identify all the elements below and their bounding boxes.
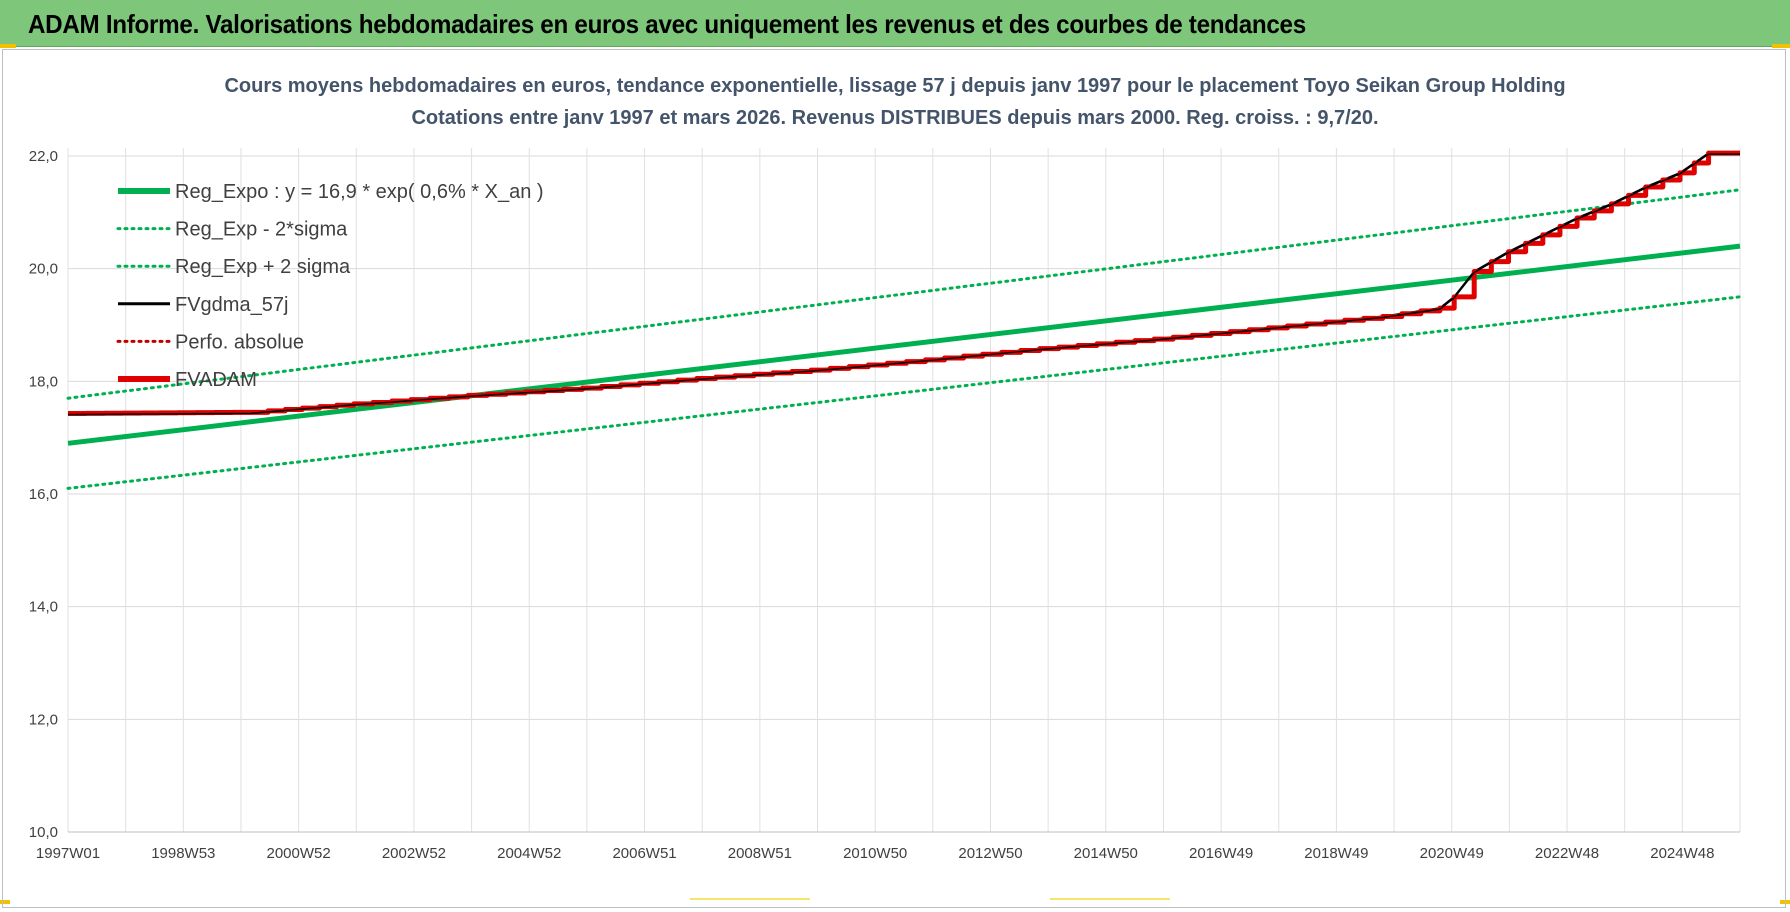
report-title: ADAM Informe. Valorisations hebdomadaire… <box>28 9 1306 39</box>
x-tick-label: 2000W52 <box>267 845 331 862</box>
series-line-0 <box>67 243 1741 446</box>
x-tick-label: 2006W51 <box>612 845 676 862</box>
x-tick-label: 2004W52 <box>497 845 561 862</box>
y-tick-label: 18,0 <box>29 373 58 390</box>
y-tick-label: 20,0 <box>29 261 58 278</box>
x-tick-label: 2022W48 <box>1535 845 1599 862</box>
legend: Reg_Expo : y = 16,9 * exp( 0,6% * X_an )… <box>116 181 544 391</box>
series-line-fvgdma-overlay <box>67 153 1740 416</box>
legend-label-0: Reg_Expo : y = 16,9 * exp( 0,6% * X_an ) <box>175 181 544 203</box>
series-line-5 <box>68 150 1740 416</box>
chart-title: Cours moyens hebdomadaires en euros, ten… <box>224 75 1565 97</box>
x-tick-label: 2010W50 <box>843 845 907 862</box>
chart-frame <box>2 49 1786 908</box>
axes: 10,0 12,0 14,0 16,0 18,0 20,0 22,0 1997W01 1998W… <box>29 148 1740 862</box>
corner-accent-tr <box>1772 44 1790 48</box>
x-tick-label: 2012W50 <box>958 845 1022 862</box>
x-tick-label: 1997W01 <box>36 845 100 862</box>
x-tick-label: 1998W53 <box>151 845 215 862</box>
x-tick-label: 2024W48 <box>1650 845 1714 862</box>
series-line-2 <box>66 188 1742 400</box>
bottom-accent-2 <box>1050 898 1170 900</box>
plot-area <box>66 150 1742 490</box>
x-tick-label: 2018W49 <box>1304 845 1368 862</box>
chart-subtitle: Cotations entre janv 1997 et mars 2026. … <box>411 107 1378 129</box>
legend-label-3: FVgdma_57j <box>175 294 288 316</box>
y-tick-label: 12,0 <box>29 711 58 728</box>
legend-label-5: FVADAM <box>175 369 257 391</box>
x-tick-label: 2016W49 <box>1189 845 1253 862</box>
report-header-banner: ADAM Informe. Valorisations hebdomadaire… <box>0 0 1790 47</box>
bottom-accent-1 <box>690 898 810 900</box>
corner-accent-tl <box>0 44 16 48</box>
grid <box>67 148 1741 833</box>
legend-label-4: Perfo. absolue <box>175 331 304 353</box>
x-tick-label: 2008W51 <box>728 845 792 862</box>
series-line-1 <box>66 295 1742 490</box>
legend-label-1: Reg_Exp - 2*sigma <box>175 219 348 241</box>
y-tick-label: 22,0 <box>29 148 58 165</box>
y-tick-label: 14,0 <box>29 599 58 616</box>
corner-accent-bl <box>0 900 10 904</box>
y-tick-label: 16,0 <box>29 486 58 503</box>
legend-label-2: Reg_Exp + 2 sigma <box>175 256 351 278</box>
x-tick-label: 2002W52 <box>382 845 446 862</box>
x-tick-label: 2014W50 <box>1074 845 1138 862</box>
y-tick-label: 10,0 <box>29 824 58 841</box>
x-tick-label: 2020W49 <box>1420 845 1484 862</box>
